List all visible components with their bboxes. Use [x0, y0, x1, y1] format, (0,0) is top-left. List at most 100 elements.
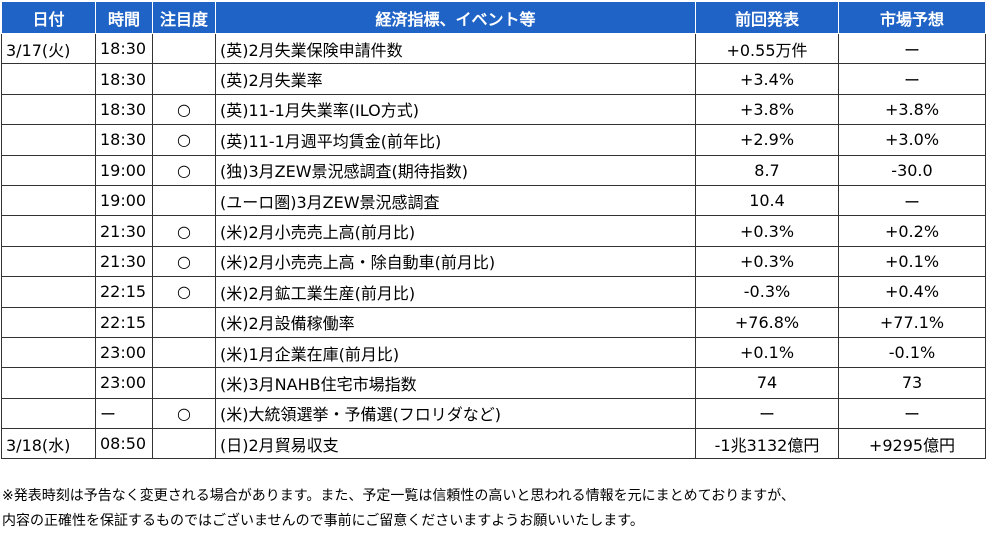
table-cell: +0.1% — [838, 245, 986, 278]
table-cell: ○ — [152, 154, 216, 186]
table-row: 3/18(水) 08:50 (日)2月貿易収支 -1兆3132億円 +9295億円 — [1, 428, 986, 460]
table-cell: (英)11-1月週平均賃金(前年比) — [215, 124, 696, 156]
header-cell: 注目度 — [152, 1, 216, 34]
table-cell: ー — [838, 397, 986, 430]
table-cell: (米)大統領選挙・予備選(フロリダなど) — [215, 397, 696, 430]
table-cell — [152, 336, 216, 369]
table-cell: ー — [695, 397, 839, 430]
table-cell: ー — [95, 397, 153, 430]
table-cell — [1, 154, 96, 186]
header-row: 日付 時間 注目度 経済指標、イベント等 前回発表 市場予想 — [1, 1, 986, 34]
table-cell: +76.8% — [695, 306, 839, 338]
table-cell: 3/17(火) — [1, 32, 96, 65]
table-cell: +9295億円 — [838, 428, 986, 460]
table-cell: 22:15 — [95, 306, 153, 338]
table-cell: -0.1% — [838, 336, 986, 369]
table-cell: 18:30 — [95, 124, 153, 156]
table-cell: (米)2月小売売上高(前月比) — [215, 215, 696, 247]
header-cell: 時間 — [95, 1, 153, 34]
table-cell — [1, 93, 96, 126]
footnote: ※発表時刻は予告なく変更される場合があります。また、予定一覧は信頼性の高いと思わ… — [2, 484, 795, 534]
table-cell: 19:00 — [95, 184, 153, 217]
table-cell — [152, 63, 216, 95]
header-cell: 経済指標、イベント等 — [215, 1, 696, 34]
table-cell: +0.3% — [695, 245, 839, 278]
table-row: ー ○ (米)大統領選挙・予備選(フロリダなど) ーー — [1, 397, 986, 430]
table-row: 18:30 ○ (英)11-1月失業率(ILO方式) +3.8% +3.8% — [1, 93, 986, 126]
table-cell: 8.7 — [695, 154, 839, 186]
table-cell: (米)1月企業在庫(前月比) — [215, 336, 696, 369]
footnote-line: 内容の正確性を保証するものではございませんので事前にご留意くださいますようお願い… — [2, 513, 644, 529]
table-cell: ○ — [152, 124, 216, 156]
table-cell: 18:30 — [95, 93, 153, 126]
table-cell: -1兆3132億円 — [695, 428, 839, 460]
table-cell: (米)2月鉱工業生産(前月比) — [215, 276, 696, 308]
table-cell: (米)2月小売売上高・除自動車(前月比) — [215, 245, 696, 278]
table-cell: 22:15 — [95, 276, 153, 308]
table-row: 22:15 ○ (米)2月鉱工業生産(前月比) -0.3% +0.4% — [1, 276, 986, 308]
table-row: 22:15 (米)2月設備稼働率 +76.8% +77.1% — [1, 306, 986, 338]
header-cell: 前回発表 — [695, 1, 839, 34]
schedule-table: 日付 時間 注目度 経済指標、イベント等 前回発表 市場予想 3/17(火) 18:30 (英… — [1, 1, 986, 460]
table-row: 23:00 (米)3月NAHB住宅市場指数 74 73 — [1, 367, 986, 399]
table-cell: +0.3% — [695, 215, 839, 247]
table-cell: (英)2月失業保険申請件数 — [215, 32, 696, 65]
table-row: 21:30 ○ (米)2月小売売上高(前月比) +0.3% +0.2% — [1, 215, 986, 247]
table-cell: -0.3% — [695, 276, 839, 308]
table-cell: ○ — [152, 215, 216, 247]
table-cell: 08:50 — [95, 428, 153, 460]
table-cell: ○ — [152, 245, 216, 278]
table-cell: +3.0% — [838, 124, 986, 156]
table-cell: (日)2月貿易収支 — [215, 428, 696, 460]
table-cell: 18:30 — [95, 32, 153, 65]
table-cell — [1, 215, 96, 247]
table-row: 23:00 (米)1月企業在庫(前月比) +0.1% -0.1% — [1, 336, 986, 369]
table-cell: (英)2月失業率 — [215, 63, 696, 95]
table-cell: +3.8% — [695, 93, 839, 126]
table-cell: 19:00 — [95, 154, 153, 186]
table-cell: (ユーロ圏)3月ZEW景況感調査 — [215, 184, 696, 217]
table-cell: ○ — [152, 93, 216, 126]
table-row: 19:00 (ユーロ圏)3月ZEW景況感調査 10.4 ー — [1, 184, 986, 217]
table-cell: +2.9% — [695, 124, 839, 156]
table-cell — [1, 184, 96, 217]
table-cell: +77.1% — [838, 306, 986, 338]
table-cell: +3.8% — [838, 93, 986, 126]
table-cell — [152, 184, 216, 217]
table-cell — [152, 32, 216, 65]
table-cell: ○ — [152, 276, 216, 308]
header-cell: 日付 — [1, 1, 96, 34]
table-cell: (英)11-1月失業率(ILO方式) — [215, 93, 696, 126]
table-cell: (米)3月NAHB住宅市場指数 — [215, 367, 696, 399]
table-cell — [1, 367, 96, 399]
table-cell: +3.4% — [695, 63, 839, 95]
table-cell: 21:30 — [95, 215, 153, 247]
table-cell — [152, 306, 216, 338]
table-cell — [1, 306, 96, 338]
table-cell: 74 — [695, 367, 839, 399]
table-cell — [1, 245, 96, 278]
table-cell: +0.2% — [838, 215, 986, 247]
table-row: 18:30 (英)2月失業率 +3.4% ー — [1, 63, 986, 95]
table-cell: 10.4 — [695, 184, 839, 217]
table-cell: 23:00 — [95, 336, 153, 369]
table-cell: 73 — [838, 367, 986, 399]
table-cell: ー — [838, 63, 986, 95]
table-cell: +0.55万件 — [695, 32, 839, 65]
table-cell: 23:00 — [95, 367, 153, 399]
table-cell: (米)2月設備稼働率 — [215, 306, 696, 338]
table-cell: ー — [838, 184, 986, 217]
table-cell: +0.1% — [695, 336, 839, 369]
table-row: 19:00 ○ (独)3月ZEW景況感調査(期待指数) 8.7 -30.0 — [1, 154, 986, 186]
header-cell: 市場予想 — [838, 1, 986, 34]
table-body: 3/17(火) 18:30 (英)2月失業保険申請件数 +0.55万件ー 18:30 (英… — [1, 32, 986, 460]
table-cell: 3/18(水) — [1, 428, 96, 460]
table-cell: 18:30 — [95, 63, 153, 95]
table-cell — [1, 336, 96, 369]
table-cell — [152, 367, 216, 399]
table-cell: 21:30 — [95, 245, 153, 278]
table-cell — [1, 397, 96, 430]
table-cell: ○ — [152, 397, 216, 430]
table-row: 18:30 ○ (英)11-1月週平均賃金(前年比) +2.9% +3.0% — [1, 124, 986, 156]
